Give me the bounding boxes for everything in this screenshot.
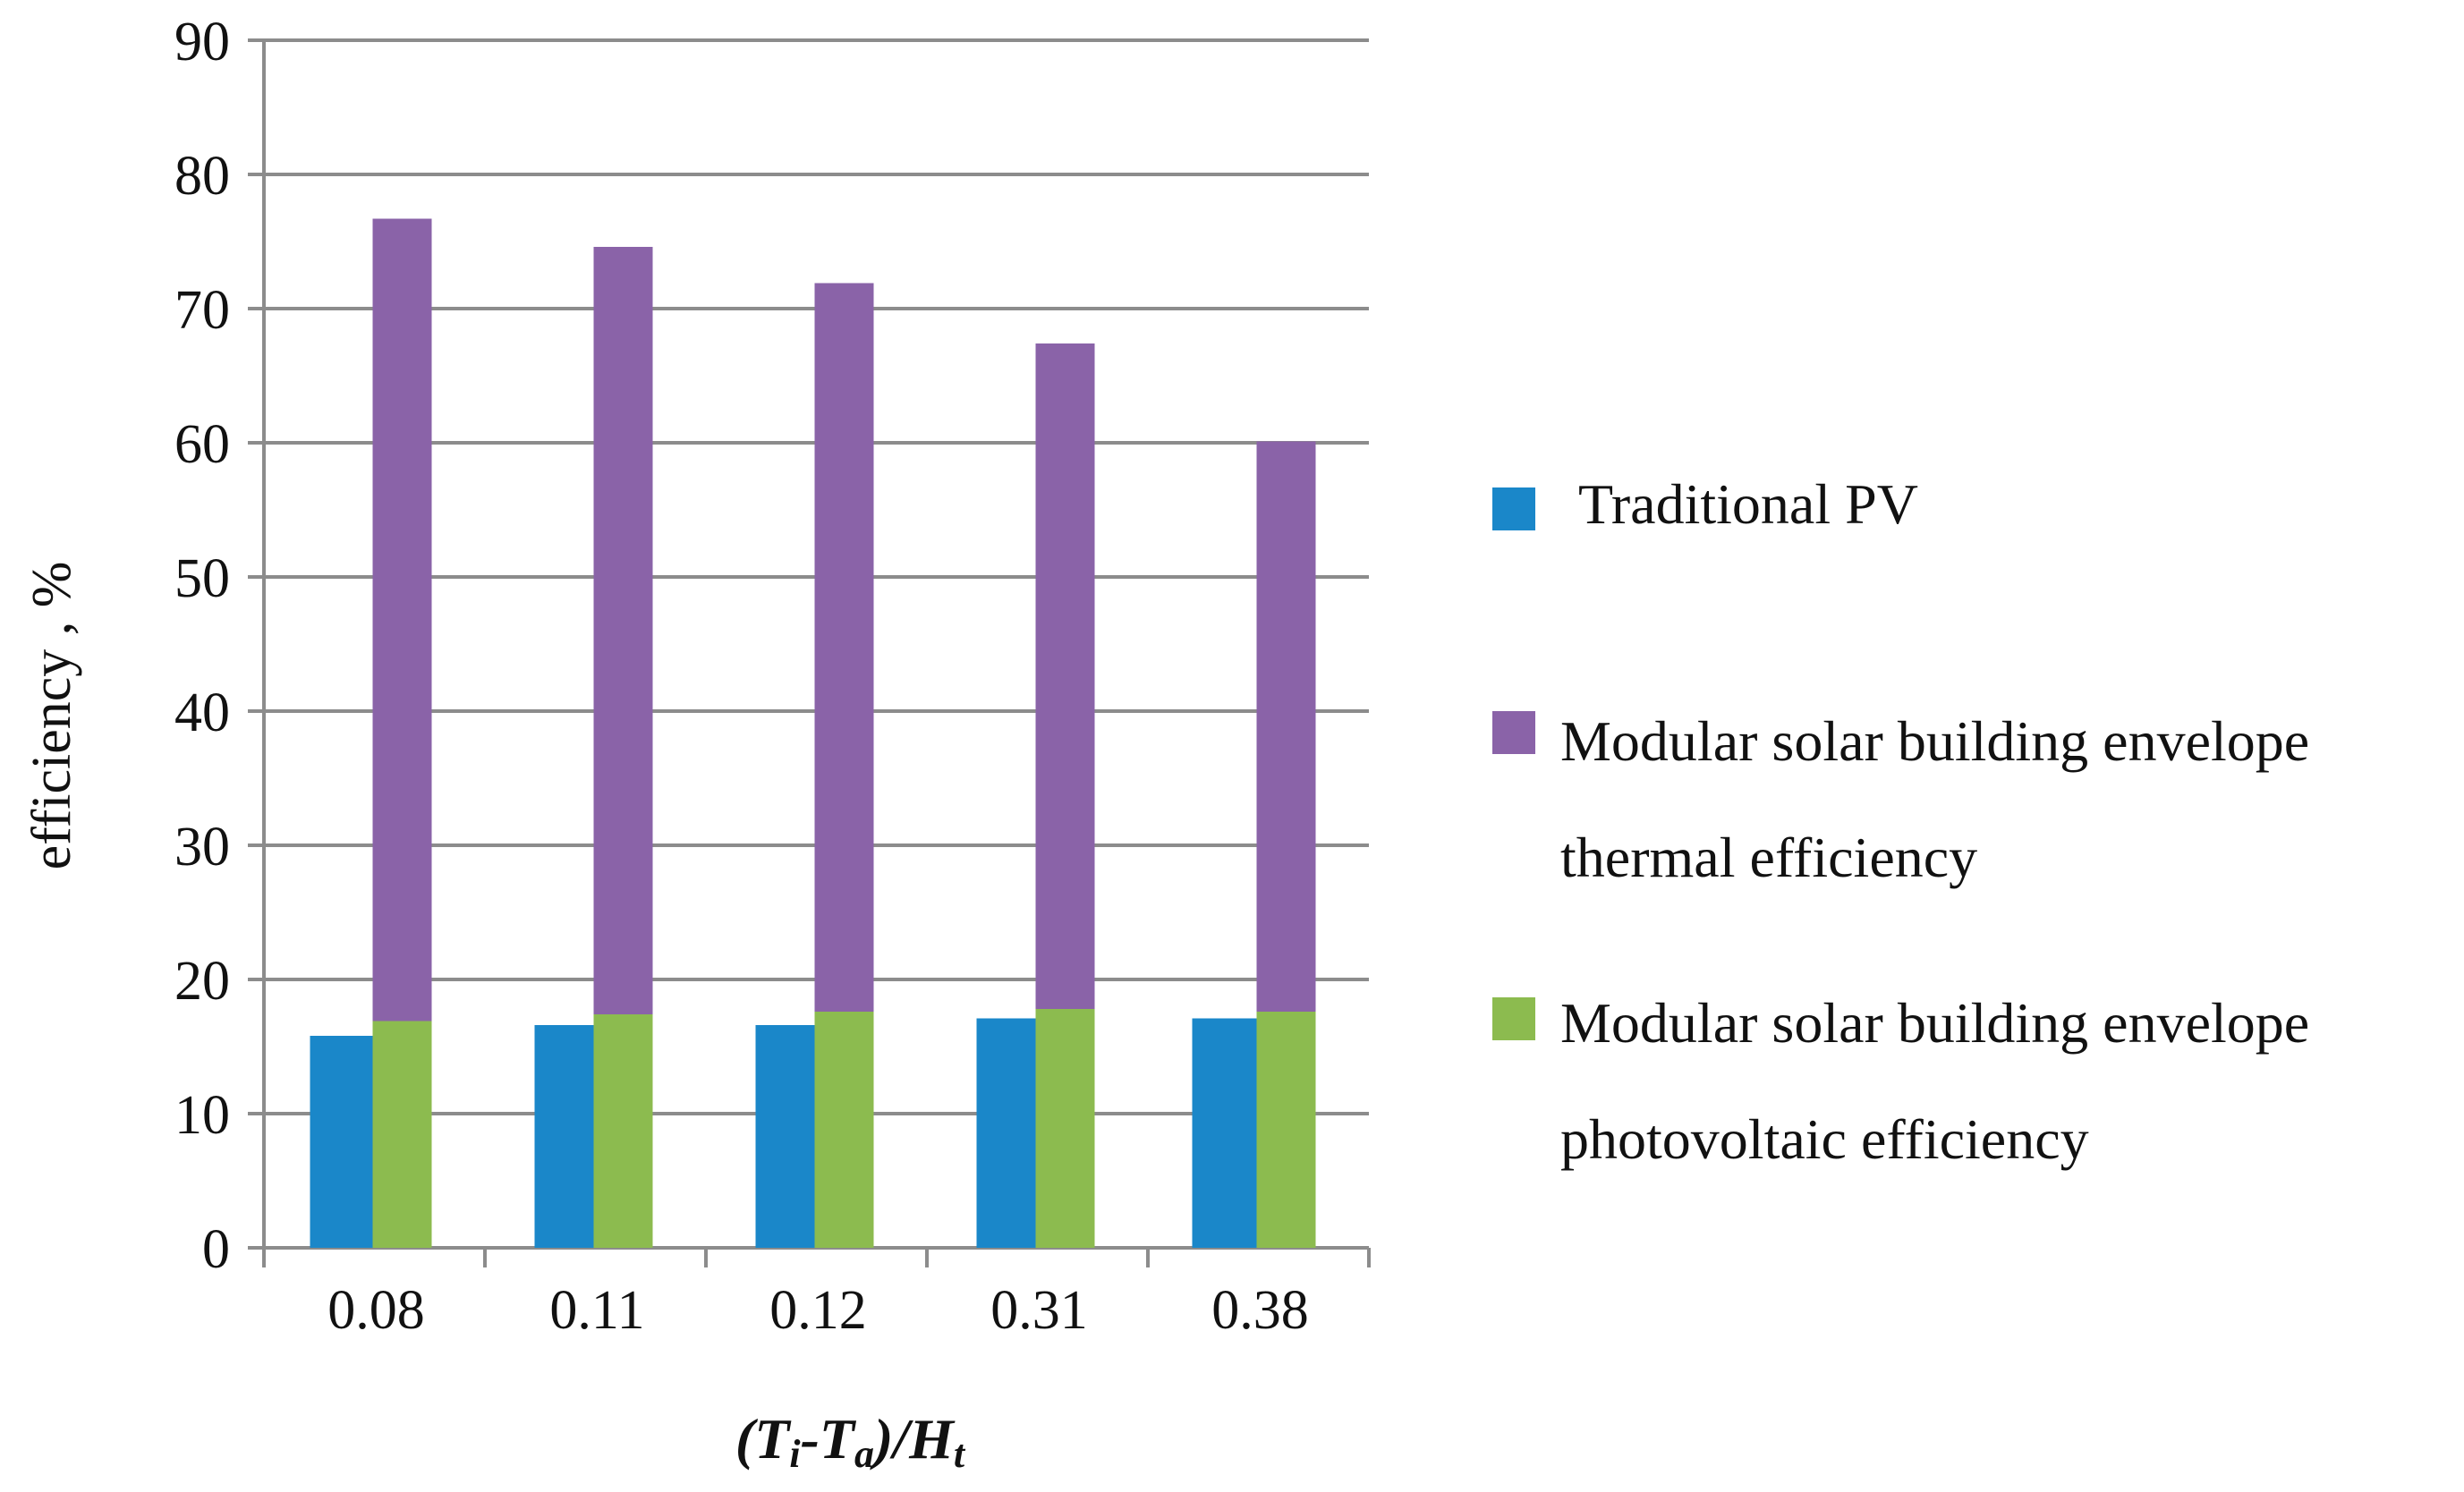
x-axis-label-part: (T — [735, 1407, 792, 1471]
y-tick-label: 30 — [174, 817, 230, 877]
y-tick-label: 40 — [174, 682, 230, 743]
legend: Traditional PV Modular solar building env… — [1492, 472, 2309, 1171]
y-tick-label: 50 — [174, 548, 230, 609]
bar-pv-efficiency — [593, 1014, 653, 1248]
legend-label: Traditional PV — [1578, 472, 1918, 536]
x-tick-label: 0.11 — [549, 1280, 644, 1341]
x-axis-label-part: )/H — [870, 1407, 956, 1471]
y-tick-label: 0 — [202, 1219, 230, 1280]
x-axis-label: (Ti-Ta)/Ht — [735, 1407, 966, 1476]
legend-item: Modular solar building envelope thermal e… — [1492, 709, 2309, 889]
y-tick-label: 10 — [174, 1085, 230, 1146]
y-tick-label: 70 — [174, 280, 230, 341]
legend-swatch — [1492, 997, 1535, 1040]
y-tick-label: 90 — [174, 12, 230, 72]
bar-traditional-pv — [1192, 1018, 1257, 1248]
tick-labels: 0 10 20 30 40 50 60 70 80 90 0.08 0.11 0.12 0.31 0.38 — [174, 12, 1309, 1341]
legend-label: Modular solar building envelope — [1560, 709, 2309, 773]
x-tick-label: 0.12 — [769, 1280, 867, 1341]
bars — [310, 218, 1316, 1248]
x-axis-label-subscript: i — [789, 1432, 801, 1476]
legend-swatch — [1492, 711, 1535, 754]
x-axis-label-subscript: a — [854, 1432, 874, 1476]
legend-item: Traditional PV — [1492, 472, 1918, 536]
legend-item: Modular solar building envelope photovolt… — [1492, 991, 2309, 1171]
y-tick-label: 60 — [174, 414, 230, 475]
y-tick-label: 20 — [174, 951, 230, 1012]
bar-pv-efficiency — [372, 1021, 432, 1248]
bar-pv-efficiency — [1256, 1012, 1316, 1248]
bar-pv-efficiency — [1035, 1009, 1095, 1248]
x-axis-label-subscript: t — [954, 1432, 966, 1476]
x-tick-label: 0.38 — [1211, 1280, 1309, 1341]
bar-traditional-pv — [534, 1025, 594, 1248]
bar-traditional-pv — [976, 1018, 1036, 1248]
x-axis-label-part: -T — [801, 1407, 857, 1471]
x-tick-label: 0.08 — [327, 1280, 425, 1341]
legend-label: photovoltaic efficiency — [1560, 1107, 2089, 1171]
legend-label: Modular solar building envelope — [1560, 991, 2309, 1055]
legend-swatch — [1492, 487, 1535, 530]
y-tick-label: 80 — [174, 146, 230, 207]
x-tick-label: 0.31 — [990, 1280, 1088, 1341]
legend-label: thermal efficiency — [1560, 826, 1977, 889]
bar-traditional-pv — [310, 1036, 373, 1248]
bar-traditional-pv — [755, 1025, 815, 1248]
bar-pv-efficiency — [814, 1012, 874, 1248]
y-axis-label: efficiency , % — [21, 562, 82, 870]
